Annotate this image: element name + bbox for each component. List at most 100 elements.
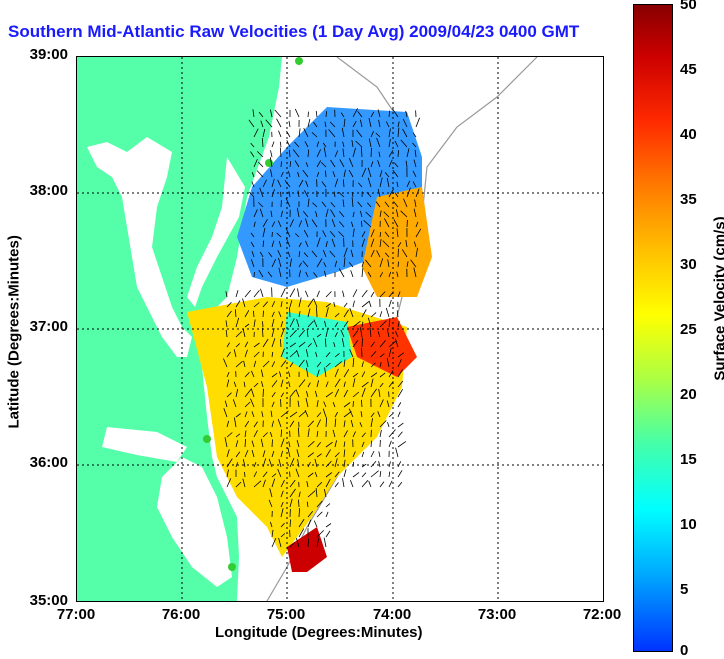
colorbar [633,4,673,652]
velocity-arrow [413,241,417,248]
velocity-arrow [287,251,291,258]
velocity-arrow [352,378,356,388]
velocity-arrow [397,481,403,488]
velocity-arrow [253,209,258,218]
velocity-arrow [233,349,237,358]
velocity-arrow [392,169,399,178]
velocity-arrow [289,542,295,548]
velocity-arrow [361,309,367,318]
x-tick: 72:00 [582,606,622,623]
velocity-arrow [316,141,319,148]
velocity-arrow [338,231,345,238]
velocity-arrow [352,300,355,308]
velocity-arrow [316,430,319,438]
velocity-arrow [361,371,366,378]
velocity-arrow [307,510,314,518]
velocity-arrow [262,450,266,458]
velocity-arrow [379,481,385,488]
velocity-arrow [334,418,337,428]
velocity-arrow [406,187,411,198]
velocity-arrow [298,499,300,508]
velocity-arrow [397,121,400,128]
velocity-arrow [361,480,369,488]
velocity-arrow [286,130,291,138]
velocity-arrow [261,411,264,418]
velocity-arrow [334,260,338,268]
velocity-arrow [316,412,322,418]
velocity-arrow [325,449,331,458]
velocity-arrow [315,488,318,498]
velocity-arrow [304,410,309,418]
velocity-arrow [233,381,237,388]
velocity-arrow [244,420,250,428]
velocity-arrow [325,460,332,468]
velocity-arrow [258,161,264,168]
velocity-arrow [384,201,390,208]
velocity-arrow [262,327,264,338]
velocity-arrow [322,142,327,148]
velocity-arrow [262,179,267,188]
velocity-arrow [352,108,358,118]
velocity-arrow [350,249,354,258]
velocity-arrow [352,211,355,218]
velocity-arrow [366,191,372,198]
x-tick: 73:00 [477,606,517,623]
velocity-arrow [280,288,286,298]
velocity-arrow [341,338,345,348]
velocity-arrow [342,290,345,298]
velocity-arrow [330,202,336,208]
velocity-arrow [242,478,246,488]
velocity-arrow [288,381,291,388]
chesapeake-bay [87,137,192,357]
velocity-arrow [370,147,372,158]
velocity-arrow [325,417,328,428]
velocity-arrow [325,441,333,448]
velocity-arrow [251,440,255,448]
velocity-arrow [306,329,309,338]
velocity-arrow [280,379,284,388]
velocity-arrow [294,160,300,168]
velocity-arrow [305,218,309,228]
velocity-arrow [384,252,390,258]
velocity-arrow [253,221,256,228]
velocity-arrow [298,220,303,228]
velocity-arrow [307,461,311,468]
velocity-arrow [271,189,275,198]
velocity-arrow [370,418,373,428]
velocity-arrow [316,290,320,298]
velocity-arrow [413,159,417,168]
velocity-arrow [270,410,273,418]
velocity-arrow [265,119,273,128]
colorbar-tick: 30 [680,256,697,273]
velocity-arrow [305,180,309,188]
velocity-arrow [330,209,336,218]
velocity-arrow [361,267,364,278]
velocity-arrow [378,461,381,468]
velocity-arrow [249,191,255,198]
velocity-arrow [342,179,345,188]
velocity-arrow [295,233,300,238]
velocity-arrow [225,320,228,328]
map-area[interactable] [76,56,604,602]
velocity-arrow [395,447,399,458]
velocity-arrow [361,220,363,228]
velocity-arrow [397,150,399,158]
velocity-arrow [379,430,382,438]
velocity-arrow [280,508,284,518]
velocity-arrow [352,339,359,348]
velocity-arrow [324,121,327,128]
velocity-arrow [334,178,339,188]
velocity-arrow [316,361,322,368]
velocity-arrow [244,372,250,378]
colorbar-tick: 0 [680,642,689,659]
velocity-arrow [262,479,266,488]
velocity-arrow [244,310,250,318]
velocity-arrow [361,472,367,478]
velocity-arrow [361,231,366,238]
velocity-arrow [387,421,390,428]
velocity-arrow [406,180,411,188]
velocity-arrow [334,411,339,418]
velocity-arrow [285,197,291,208]
velocity-arrow [313,298,318,308]
velocity-arrow [316,538,319,548]
